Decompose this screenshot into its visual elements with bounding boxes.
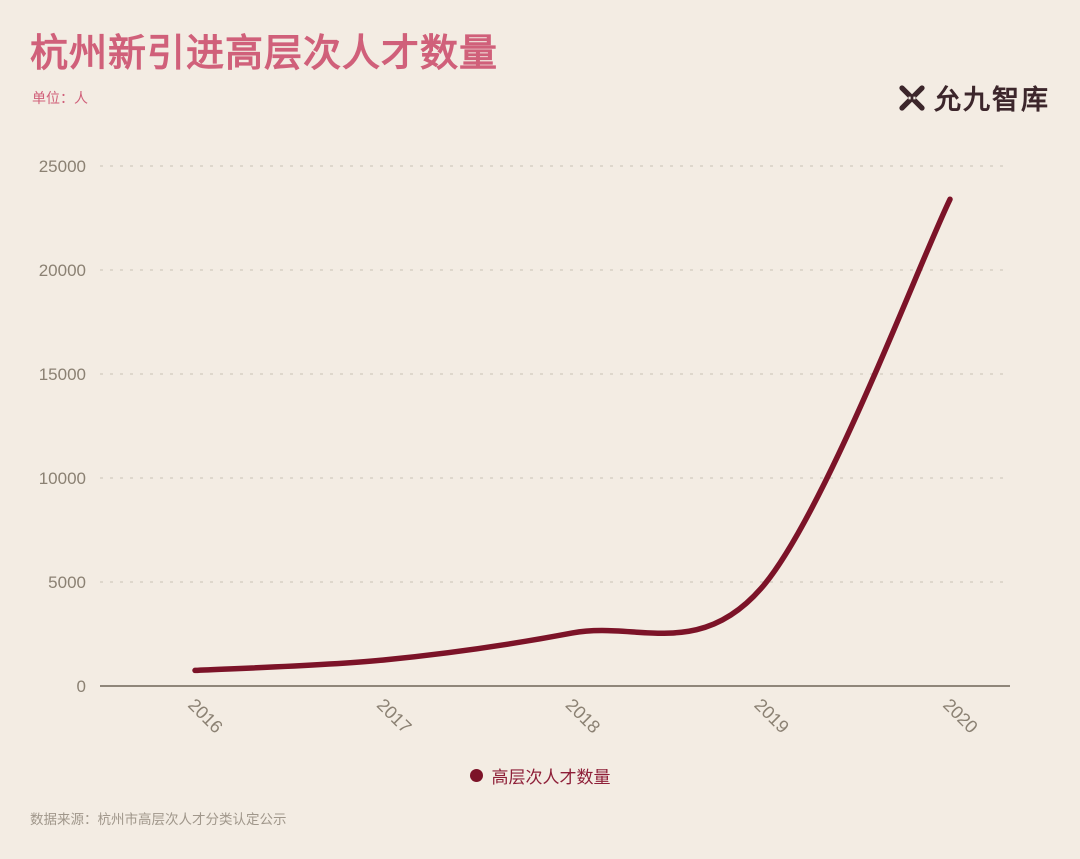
unit-label: 单位：人: [32, 90, 88, 106]
woven-knot-icon: [899, 84, 925, 111]
x-tick-label: 2016: [184, 695, 226, 737]
talent-count-line-series: [192, 196, 953, 674]
x-tick-label: 2019: [750, 695, 792, 737]
x-tick-label: 2020: [939, 695, 981, 737]
y-tick-label: 5000: [48, 573, 86, 592]
brand-logo: 允九智库: [897, 78, 1050, 117]
page-title: 杭州新引进高层次人才数量: [30, 33, 499, 75]
logo-text: 允九智库: [934, 85, 1050, 115]
x-tick-label: 2017: [373, 695, 415, 737]
y-tick-label: 25000: [39, 157, 86, 176]
data-source-note: 数据来源：杭州市高层次人才分类认定公示: [30, 812, 287, 827]
y-tick-label: 0: [77, 677, 86, 696]
chart-legend: 高层次人才数量: [0, 763, 1080, 788]
legend-dot-icon: [469, 769, 483, 782]
x-tick-label: 2018: [562, 695, 604, 737]
y-tick-label: 10000: [39, 469, 86, 488]
y-tick-label: 20000: [39, 261, 86, 280]
y-tick-label: 15000: [39, 365, 86, 384]
legend-label: 高层次人才数量: [491, 768, 611, 787]
